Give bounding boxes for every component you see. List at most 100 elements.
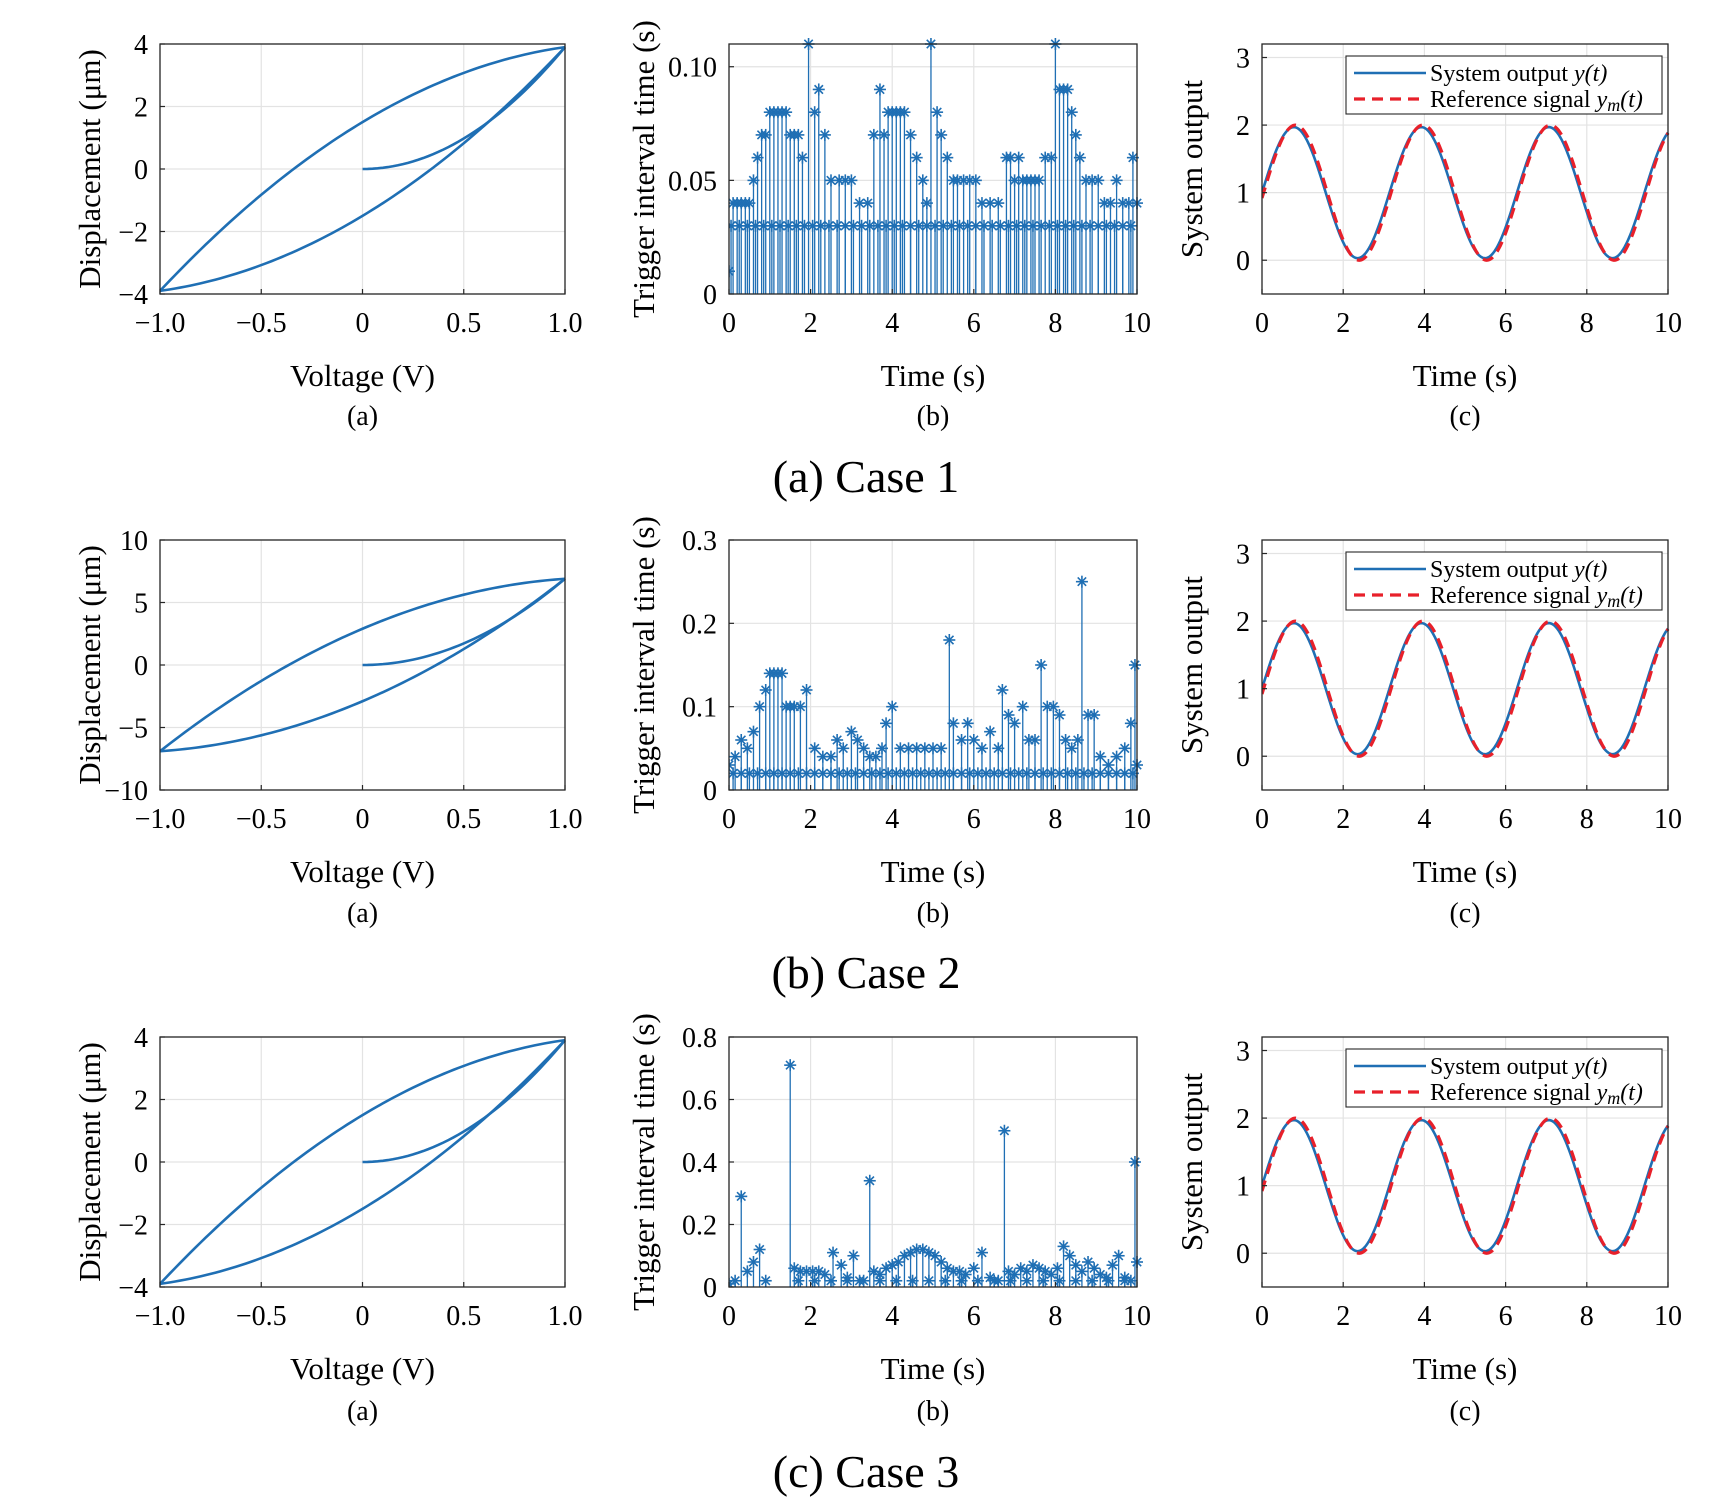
hysteresis-descending-branch — [160, 577, 566, 753]
hysteresis-descending-branch — [160, 45, 566, 292]
stem-marker — [1128, 659, 1141, 671]
x-tick-label: 0 — [722, 804, 736, 835]
stem-marker — [1061, 83, 1074, 96]
legend: System output y(t)Reference signal ym(t) — [1345, 1048, 1663, 1108]
legend-box — [1345, 551, 1663, 611]
stem-marker — [790, 219, 803, 232]
legend-entry-prefix: System output — [1430, 61, 1574, 87]
y-tick-label: 5 — [134, 589, 148, 620]
stem-marker — [1029, 734, 1041, 746]
legend-entry: Reference signal ym(t) — [1430, 583, 1643, 611]
stem-marker — [945, 219, 958, 232]
y-axis-label: Trigger interval time (s) — [626, 516, 661, 814]
stem-marker — [1110, 174, 1123, 187]
x-tick-label: 8 — [1580, 1301, 1594, 1332]
subplot-label: (b) — [917, 1396, 950, 1427]
x-tick-label: 4 — [1417, 1301, 1431, 1332]
x-tick-label: 2 — [804, 1301, 818, 1332]
x-tick-label: 4 — [1417, 804, 1431, 835]
y-axis-label: System output — [1174, 1072, 1209, 1251]
stem-marker — [837, 742, 850, 755]
x-axis-label: Time (s) — [881, 358, 986, 393]
y-axis-label: Displacement (μm) — [72, 1042, 107, 1282]
stem-marker — [1053, 767, 1066, 780]
legend-entry-math: ym(t) — [1595, 1080, 1643, 1108]
stem-marker — [765, 219, 778, 232]
stem-marker — [1016, 700, 1029, 713]
x-tick-label: −1.0 — [135, 804, 186, 835]
y-tick-label: −5 — [118, 714, 148, 745]
stem-marker — [729, 1274, 742, 1287]
case-caption: (b) Case 2 — [771, 947, 960, 998]
y-tick-label: 10 — [120, 526, 148, 557]
stem-marker — [1008, 717, 1021, 730]
x-tick-label: 2 — [804, 804, 818, 835]
stem-marker — [1037, 1274, 1050, 1287]
x-tick-label: 2 — [1336, 804, 1350, 835]
subplot-label: (a) — [347, 401, 378, 432]
stem-marker — [851, 734, 864, 746]
y-tick-label: 2 — [134, 93, 148, 124]
stem-marker — [1051, 1262, 1064, 1275]
y-tick-label: −10 — [104, 776, 148, 807]
axes-frame — [1261, 539, 1669, 791]
stem-marker — [784, 1059, 797, 1072]
stem-marker — [886, 1259, 899, 1272]
x-tick-label: 8 — [1580, 804, 1594, 835]
x-tick-label: 2 — [804, 308, 818, 339]
stem-marker — [741, 742, 754, 755]
x-tick-label: 0.5 — [446, 1301, 481, 1332]
x-tick-label: 10 — [1654, 804, 1682, 835]
x-tick-label: 0 — [1255, 1301, 1269, 1332]
stem-marker — [776, 667, 789, 680]
stem-marker — [998, 1124, 1011, 1137]
x-tick-label: 0 — [356, 308, 370, 339]
axes-frame — [728, 43, 1138, 295]
x-tick-label: 6 — [1499, 1301, 1513, 1332]
stem-marker — [751, 767, 764, 780]
stem-marker — [1102, 1274, 1115, 1287]
stem-marker — [1128, 1156, 1141, 1168]
stem-marker — [873, 1274, 886, 1287]
y-tick-label: −2 — [118, 218, 148, 249]
stem-marker — [1118, 742, 1131, 755]
reference-signal-line — [1262, 619, 1670, 758]
legend-entry-math: y(t) — [1572, 557, 1607, 583]
x-tick-label: 0.5 — [446, 804, 481, 835]
plot-marks — [160, 1038, 566, 1286]
stem-marker — [806, 219, 819, 232]
x-tick-label: 6 — [967, 1301, 981, 1332]
stem-marker — [1069, 1274, 1082, 1287]
stem-marker — [845, 725, 858, 738]
legend: System output y(t)Reference signal ym(t) — [1345, 551, 1663, 611]
y-tick-label: 0.2 — [682, 609, 717, 640]
hysteresis-descending-branch — [160, 1038, 566, 1285]
stem-marker — [1063, 1249, 1076, 1262]
x-tick-label: −1.0 — [135, 1301, 186, 1332]
x-tick-label: 8 — [1048, 308, 1062, 339]
stem-marker — [1059, 734, 1072, 746]
stem-marker — [1033, 174, 1046, 187]
chart-case2-trigger: 0 2 4 6 8 10 0 0.1 0.2 0.3 Time (s) Trigger interva… — [626, 516, 1151, 929]
y-tick-label: 4 — [134, 1023, 148, 1054]
y-tick-label: 0.2 — [682, 1211, 717, 1242]
y-tick-label: 0 — [703, 1273, 717, 1304]
stem-marker — [825, 1274, 837, 1287]
legend-entry-math: y(t) — [1572, 61, 1607, 87]
y-tick-label: 0 — [134, 1148, 148, 1179]
stem-marker — [955, 1274, 968, 1287]
stem-marker — [857, 742, 870, 755]
case-caption: (c) Case 3 — [773, 1446, 959, 1497]
stem-marker — [792, 128, 805, 141]
y-tick-label: 0.6 — [682, 1086, 717, 1117]
stem-marker — [1118, 1274, 1131, 1287]
chart-case3-trigger: 0 2 4 6 8 10 0 0.2 0.4 0.6 0.8 Time (s) Trigger inte… — [626, 1013, 1151, 1427]
stem-marker — [1035, 659, 1048, 671]
x-tick-label: −0.5 — [236, 1301, 287, 1332]
stem-marker — [759, 767, 772, 780]
stem-marker — [922, 767, 935, 780]
stem-marker — [1075, 1265, 1088, 1278]
subplot-label: (a) — [347, 898, 378, 929]
stem-marker — [935, 742, 948, 755]
chart-case2-hysteresis: −1.0 −0.5 0 0.5 1.0 −10 −5 0 5 10 Voltage (V) Displ… — [72, 526, 583, 929]
